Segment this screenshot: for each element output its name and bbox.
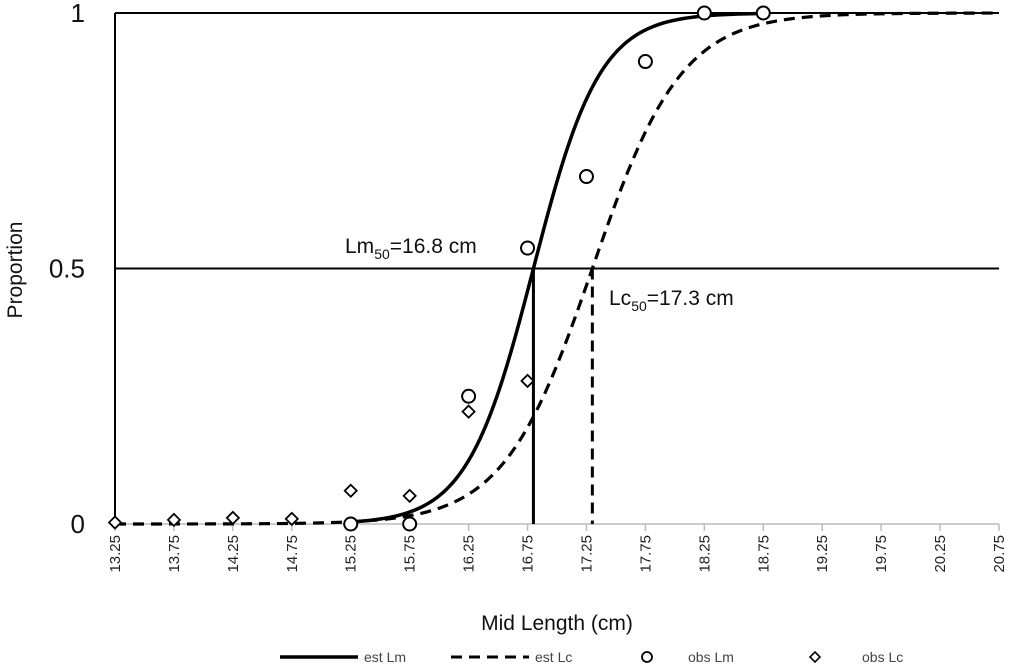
x-tick-label: 13.25 [107,535,124,573]
x-tick-label: 13.75 [166,535,183,573]
legend-obs-lm-marker [641,651,653,663]
legend-obs-lc-marker [808,650,822,664]
x-tick-label: 19.75 [873,535,890,573]
x-tick-label: 15.75 [402,535,419,573]
obs-lc-point [166,512,182,528]
x-tick-label: 18.75 [755,535,772,573]
obs-lc-point [520,373,535,389]
obs-lc-point [402,488,417,504]
obs-lc-point [107,515,123,530]
obs-lm-point [402,516,418,532]
x-tick-label: 17.25 [578,535,595,573]
y-tick-label: 0.5 [49,254,85,284]
x-tick-label: 17.75 [637,535,654,573]
legend: est Lm est Lc obs Lm obs Lc [280,649,903,665]
x-tick-label: 16.75 [520,535,537,573]
obs-lm-point [520,240,536,256]
x-tick-label: 18.25 [696,535,713,573]
legend-est-lm-label: est Lm [364,649,406,665]
y-tick-labels: 00.51 [49,0,85,539]
x-tick-label: 20.25 [932,535,949,573]
lc50-annotation: Lc50=17.3 cm [609,287,734,314]
y-tick-label: 1 [71,0,85,28]
lm50-annotation: Lm50=16.8 cm [345,235,477,262]
obs-lm-point [755,5,771,21]
obs-lm-point [461,388,477,404]
x-tick-label: 15.25 [343,535,360,573]
x-tick-labels: 13.25 13.75 14.25 14.75 15.25 15.75 16.25 16.75… [107,524,1008,573]
series-est-lc-line [115,11,1000,526]
obs-lc-point [284,511,300,527]
obs-lm-point [343,516,359,532]
x-tick-label: 16.25 [461,535,478,573]
series-layer [107,5,1000,532]
obs-lc-point [343,483,359,499]
x-tick-label: 14.75 [284,535,301,573]
legend-obs-lc-label: obs Lc [862,649,903,665]
x-tick-label: 14.25 [225,535,242,573]
series-est-lm-line [350,11,764,524]
x-tick-label: 20.75 [991,535,1008,573]
obs-lc-point [461,404,476,419]
obs-lm-point [696,5,712,21]
y-tick-label: 0 [71,509,85,539]
x-axis-title: Mid Length (cm) [481,612,633,635]
x-tick-label: 19.25 [814,535,831,573]
y-axis-title: Proportion [4,222,27,319]
obs-lm-point [637,54,653,70]
obs-lm-point [578,169,594,185]
obs-lc-point [225,510,241,526]
annotations: Lm50=16.8 cm Lc50=17.3 cm [345,235,734,314]
legend-obs-lm-label: obs Lm [688,649,734,665]
grid-lines [115,12,999,270]
legend-est-lc-label: est Lc [535,649,572,665]
